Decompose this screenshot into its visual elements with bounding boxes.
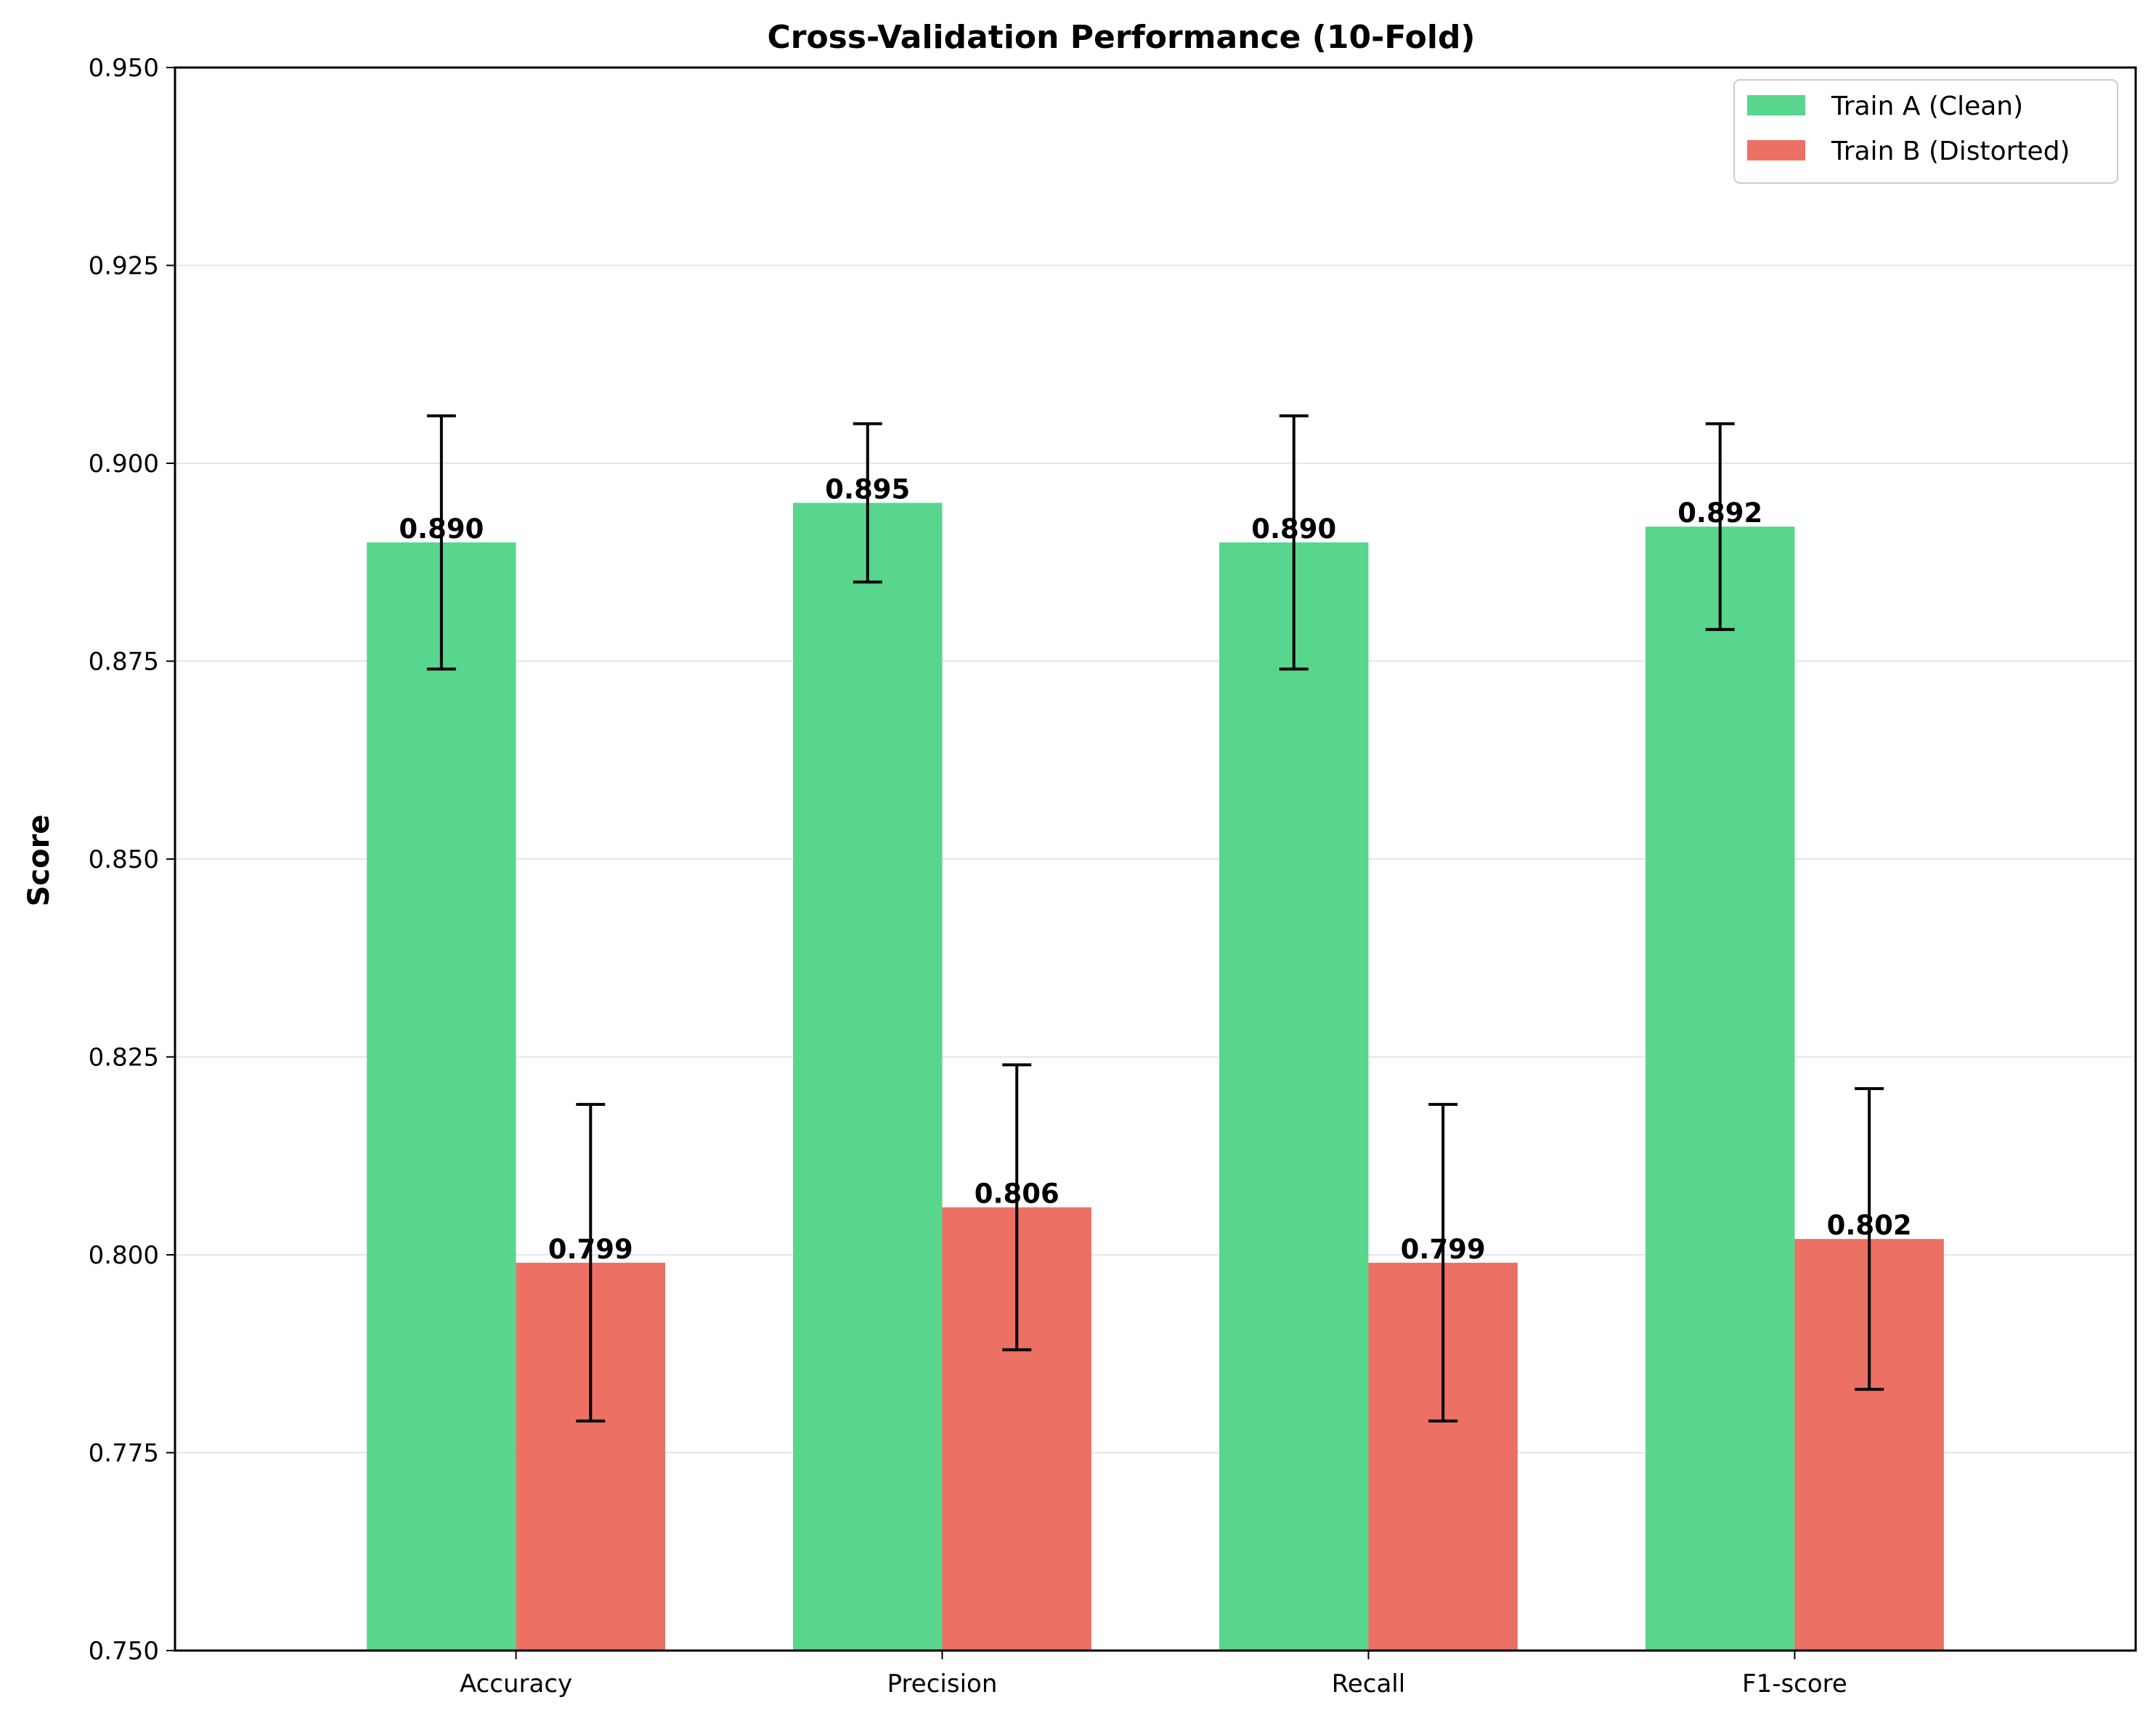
- y-tick-label: 0.925: [89, 252, 159, 281]
- bar-train-a: [1219, 542, 1369, 1651]
- y-tick-label: 0.875: [89, 648, 159, 677]
- x-tick-label: F1-score: [1742, 1669, 1847, 1698]
- bar-train-a: [1646, 526, 1795, 1651]
- chart-title: Cross-Validation Performance (10-Fold): [767, 19, 1475, 56]
- bar-value-label: 0.799: [1401, 1234, 1486, 1265]
- legend-swatch-train-a: [1747, 95, 1805, 115]
- y-tick-label: 0.950: [89, 54, 159, 83]
- y-tick-label: 0.825: [89, 1043, 159, 1073]
- bar-value-label: 0.802: [1827, 1210, 1912, 1241]
- bars: [367, 503, 1944, 1651]
- y-tick-label: 0.750: [89, 1637, 159, 1666]
- bar-value-label: 0.892: [1677, 497, 1762, 529]
- legend: Train A (Clean) Train B (Distorted): [1733, 79, 2118, 184]
- x-tick-label: Precision: [887, 1669, 998, 1698]
- error-bars: [426, 414, 1884, 1423]
- bar-value-label: 0.806: [975, 1179, 1059, 1210]
- bar-value-label: 0.890: [1251, 513, 1336, 545]
- y-tick-label: 0.850: [89, 845, 159, 874]
- legend-label-train-a: Train A (Clean): [1831, 91, 2023, 121]
- bar-value-label: 0.895: [825, 474, 910, 505]
- bar-train-a: [793, 503, 943, 1651]
- y-tick-label: 0.800: [89, 1241, 159, 1270]
- legend-frame: [1733, 79, 2118, 184]
- x-tick-label: Accuracy: [460, 1669, 572, 1698]
- bar-value-label: 0.890: [399, 513, 484, 545]
- bar-train-a: [367, 542, 516, 1651]
- value-labels: 0.890 0.895 0.890 0.892 0.799 0.806 0.799 0.802: [399, 474, 1911, 1265]
- y-tick-label: 0.900: [89, 449, 159, 479]
- y-axis-label: Score: [23, 815, 56, 907]
- legend-swatch-train-b: [1747, 140, 1805, 160]
- x-tick-label: Recall: [1332, 1669, 1405, 1698]
- x-ticks: Accuracy Precision Recall F1-score: [460, 1651, 1847, 1698]
- bar-value-label: 0.799: [548, 1234, 633, 1265]
- y-tick-label: 0.775: [89, 1439, 159, 1468]
- y-ticks: 0.750 0.775 0.800 0.825 0.850 0.875 0.900 0.925…: [89, 54, 175, 1666]
- legend-label-train-b: Train B (Distorted): [1831, 137, 2070, 166]
